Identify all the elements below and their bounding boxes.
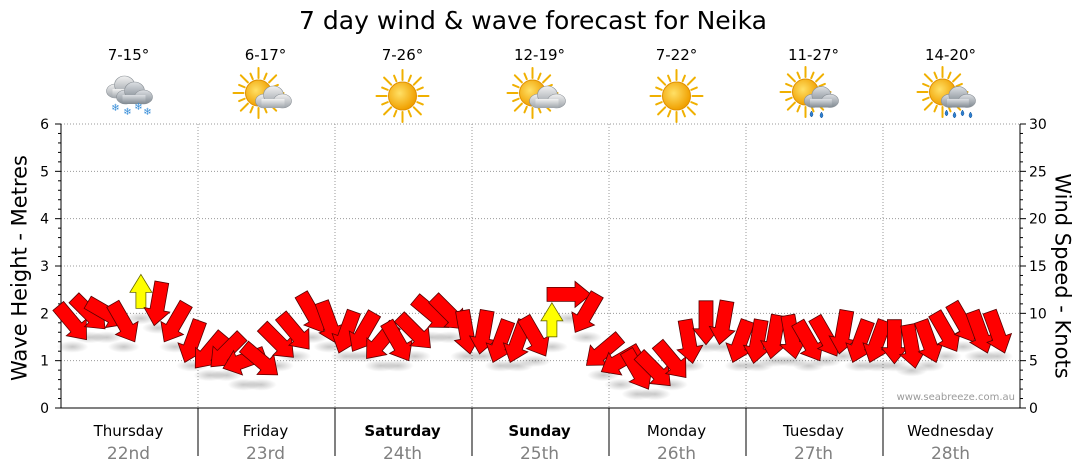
- wind-arrow: [880, 319, 909, 365]
- chart-title: 7 day wind & wave forecast for Neika: [299, 6, 767, 35]
- wind-arrow: [742, 318, 771, 364]
- day-temperature-range: 7-22°: [656, 46, 698, 64]
- arrow-shadow: [107, 340, 140, 353]
- wind-arrow: [759, 313, 788, 360]
- wind-arrow: [651, 338, 687, 379]
- day-name-label: Sunday: [508, 422, 571, 440]
- wind-arrow: [468, 308, 497, 355]
- wind-arrow: [52, 300, 87, 341]
- axes: 0 1 2 3 4 5 6 0 5 10 15 20 25 30: [40, 117, 1047, 417]
- wind-arrow: [380, 318, 413, 362]
- right-tick-label: 15: [1029, 259, 1047, 275]
- wind-arrow: [393, 311, 431, 349]
- partly-cloudy-icon: [506, 67, 566, 119]
- watermark: www.seabreeze.com.au: [897, 392, 1015, 403]
- wind-arrow-highlight: [540, 302, 564, 338]
- grid-lines: [61, 123, 1020, 456]
- day-date-label: 28th: [931, 444, 970, 464]
- right-tick-label: 20: [1029, 212, 1047, 228]
- wind-arrow: [143, 280, 171, 327]
- wind-arrow: [314, 299, 345, 345]
- left-tick-label: 5: [40, 164, 49, 180]
- day-date-label: 26th: [657, 444, 696, 464]
- right-tick-label: 30: [1029, 117, 1047, 133]
- svg-text:❄: ❄: [134, 102, 142, 113]
- day-name-label: Saturday: [364, 422, 441, 440]
- arrow-shadow: [638, 388, 671, 401]
- day-temperature-range: 11-27°: [788, 46, 839, 64]
- day-temperature-range: 7-15°: [108, 46, 150, 64]
- arrow-shadow: [912, 359, 945, 372]
- day-name-label: Thursday: [93, 422, 164, 440]
- wind-arrow: [256, 320, 294, 358]
- arrow-shadow: [244, 378, 277, 391]
- left-axis-label: Wave Height - Metres: [7, 155, 31, 381]
- day-temperature-range: 14-20°: [925, 46, 976, 64]
- axis-labels: Wave Height - Metres Wind Speed - Knots …: [7, 155, 1074, 403]
- wind-arrows: [52, 273, 1013, 390]
- wind-arrow: [791, 318, 824, 362]
- right-tick-label: 0: [1029, 401, 1038, 417]
- wind-arrow: [708, 299, 736, 346]
- arrow-shadow: [518, 355, 551, 367]
- day-date-label: 24th: [383, 444, 422, 464]
- day-date-label: 27th: [794, 444, 833, 464]
- left-tick-label: 1: [40, 354, 49, 370]
- sun-icon: [375, 69, 430, 123]
- day-temperature-range: 7-26°: [382, 46, 424, 64]
- wind-arrow: [546, 280, 592, 309]
- wind-arrow: [571, 290, 604, 333]
- right-axis-label: Wind Speed - Knots: [1051, 173, 1075, 378]
- left-tick-label: 6: [40, 117, 49, 133]
- day-temperature-range: 12-19°: [514, 46, 565, 64]
- wind-arrow: [238, 340, 279, 376]
- day-name-label: Tuesday: [782, 422, 844, 440]
- day-date-label: 22nd: [107, 444, 150, 464]
- wind-arrow: [517, 313, 550, 357]
- svg-text:❄: ❄: [111, 103, 119, 114]
- sun-rain-icon: [779, 66, 839, 119]
- right-tick-label: 25: [1029, 164, 1047, 180]
- svg-text:❄: ❄: [123, 107, 131, 118]
- wind-arrow: [982, 308, 1013, 354]
- day-date-label: 23rd: [246, 444, 285, 464]
- day-date-label: 25th: [520, 444, 559, 464]
- left-tick-label: 2: [40, 306, 49, 322]
- wind-arrow: [106, 299, 139, 343]
- wind-arrow: [160, 299, 193, 343]
- left-tick-label: 0: [40, 401, 49, 417]
- snow-cloud-icon: ❄ ❄ ❄ ❄: [106, 75, 153, 118]
- partly-cloudy-icon: [232, 67, 292, 119]
- right-tick-label: 10: [1029, 306, 1047, 322]
- wind-arrow: [633, 349, 671, 387]
- arrow-shadow: [381, 359, 414, 372]
- arrow-shadow: [981, 350, 1014, 363]
- day-name-label: Monday: [647, 422, 706, 440]
- right-tick-label: 5: [1029, 354, 1038, 370]
- wind-arrow: [692, 300, 720, 346]
- wind-arrow: [585, 331, 626, 366]
- day-name-label: Wednesday: [907, 422, 994, 440]
- day-temperature-range: 6-17°: [245, 46, 287, 64]
- left-tick-label: 4: [40, 212, 49, 228]
- weather-icons: 7-15°❄ ❄ ❄ ❄6-17° 7-26° 12-19° 7-22° 11-27° 14-2…: [106, 46, 976, 123]
- wind-arrow-highlight: [129, 273, 153, 309]
- sun-showers-icon: [916, 66, 976, 119]
- arrow-shadow: [604, 378, 637, 391]
- wind-arrow: [828, 308, 856, 355]
- wind-arrow: [274, 310, 310, 350]
- wind-arrow: [676, 318, 704, 364]
- arrow-shadow: [570, 331, 603, 344]
- arrow-shadow: [90, 331, 123, 344]
- svg-text:❄: ❄: [143, 107, 151, 118]
- sun-icon: [649, 69, 704, 123]
- left-tick-label: 3: [40, 259, 49, 275]
- arrow-shadow: [56, 340, 89, 353]
- day-name-label: Friday: [243, 422, 289, 440]
